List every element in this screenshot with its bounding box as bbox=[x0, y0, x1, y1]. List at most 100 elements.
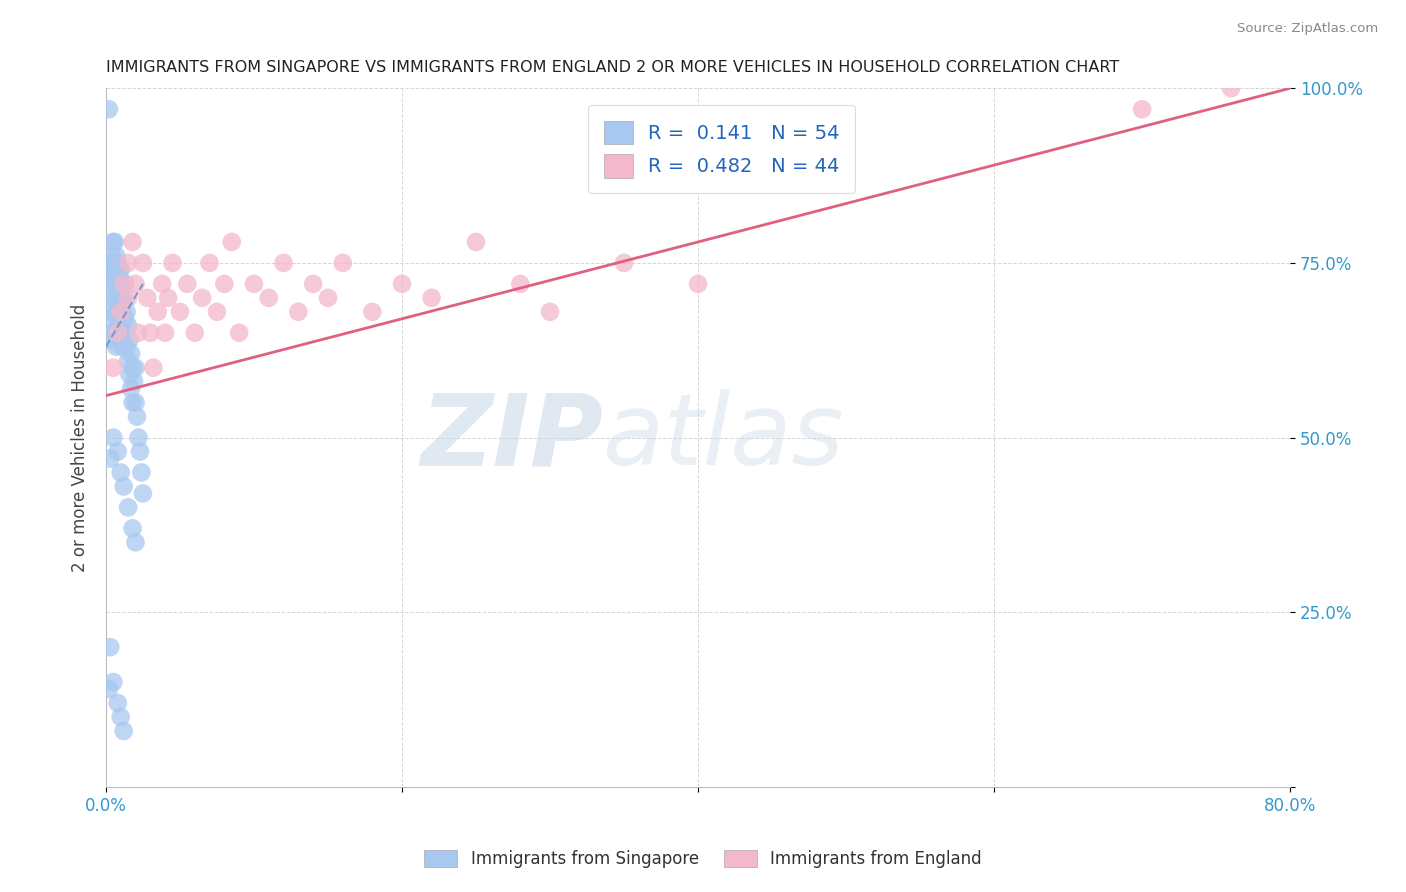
Point bbox=[110, 710, 132, 724]
Point bbox=[214, 277, 236, 291]
Point bbox=[112, 277, 135, 291]
Point bbox=[118, 333, 141, 347]
Point bbox=[205, 305, 228, 319]
Point bbox=[98, 640, 121, 654]
Point bbox=[105, 277, 128, 291]
Point bbox=[142, 360, 165, 375]
Point bbox=[111, 340, 134, 354]
Point bbox=[538, 305, 561, 319]
Point bbox=[112, 723, 135, 738]
Point bbox=[183, 326, 205, 340]
Point bbox=[124, 395, 146, 409]
Point bbox=[686, 277, 709, 291]
Point bbox=[1219, 81, 1241, 95]
Point bbox=[101, 311, 124, 326]
Point bbox=[121, 521, 143, 535]
Point bbox=[104, 235, 127, 249]
Point bbox=[132, 256, 155, 270]
Point bbox=[129, 444, 152, 458]
Point bbox=[1130, 102, 1153, 116]
Point bbox=[120, 347, 142, 361]
Point bbox=[114, 311, 136, 326]
Point bbox=[112, 326, 135, 340]
Point bbox=[221, 235, 243, 249]
Point bbox=[465, 235, 488, 249]
Point bbox=[101, 249, 124, 263]
Point bbox=[97, 256, 120, 270]
Point bbox=[98, 305, 121, 319]
Point bbox=[115, 305, 138, 319]
Point bbox=[110, 305, 132, 319]
Point bbox=[420, 291, 443, 305]
Point bbox=[273, 256, 295, 270]
Point bbox=[117, 256, 139, 270]
Point bbox=[257, 291, 280, 305]
Point bbox=[117, 353, 139, 368]
Point bbox=[107, 284, 129, 298]
Point bbox=[124, 360, 146, 375]
Point bbox=[136, 291, 159, 305]
Point bbox=[127, 431, 149, 445]
Point bbox=[122, 375, 145, 389]
Point bbox=[124, 277, 146, 291]
Point bbox=[110, 263, 132, 277]
Point bbox=[108, 269, 131, 284]
Point bbox=[103, 675, 125, 690]
Point bbox=[107, 444, 129, 458]
Point bbox=[112, 291, 135, 305]
Point bbox=[98, 333, 121, 347]
Point bbox=[118, 368, 141, 382]
Point bbox=[104, 263, 127, 277]
Point bbox=[107, 256, 129, 270]
Text: ZIP: ZIP bbox=[420, 389, 603, 486]
Point bbox=[121, 235, 143, 249]
Point bbox=[316, 291, 339, 305]
Point bbox=[103, 263, 125, 277]
Point bbox=[191, 291, 214, 305]
Point bbox=[287, 305, 309, 319]
Point bbox=[613, 256, 636, 270]
Text: atlas: atlas bbox=[603, 389, 845, 486]
Point bbox=[107, 318, 129, 333]
Point bbox=[139, 326, 162, 340]
Text: IMMIGRANTS FROM SINGAPORE VS IMMIGRANTS FROM ENGLAND 2 OR MORE VEHICLES IN HOUSE: IMMIGRANTS FROM SINGAPORE VS IMMIGRANTS … bbox=[105, 60, 1119, 75]
Point bbox=[117, 318, 139, 333]
Point bbox=[103, 360, 125, 375]
Point bbox=[228, 326, 250, 340]
Point bbox=[132, 486, 155, 500]
Point bbox=[114, 277, 136, 291]
Point bbox=[361, 305, 384, 319]
Point bbox=[103, 326, 125, 340]
Point bbox=[391, 277, 413, 291]
Point bbox=[243, 277, 266, 291]
Point bbox=[107, 326, 129, 340]
Point bbox=[121, 360, 143, 375]
Point bbox=[176, 277, 198, 291]
Point bbox=[107, 696, 129, 710]
Point bbox=[110, 466, 132, 480]
Point bbox=[120, 382, 142, 396]
Point bbox=[124, 535, 146, 549]
Point bbox=[105, 249, 128, 263]
Point bbox=[110, 291, 132, 305]
Point bbox=[162, 256, 184, 270]
Legend: Immigrants from Singapore, Immigrants from England: Immigrants from Singapore, Immigrants fr… bbox=[418, 843, 988, 875]
Point bbox=[117, 500, 139, 515]
Text: Source: ZipAtlas.com: Source: ZipAtlas.com bbox=[1237, 22, 1378, 36]
Point bbox=[302, 277, 325, 291]
Point bbox=[104, 291, 127, 305]
Point bbox=[125, 409, 148, 424]
Point bbox=[131, 466, 153, 480]
Point bbox=[157, 291, 180, 305]
Point bbox=[103, 431, 125, 445]
Point bbox=[98, 269, 121, 284]
Point bbox=[150, 277, 173, 291]
Point bbox=[97, 102, 120, 116]
Point bbox=[127, 326, 149, 340]
Point bbox=[103, 291, 125, 305]
Point bbox=[509, 277, 531, 291]
Point bbox=[101, 277, 124, 291]
Point bbox=[97, 681, 120, 696]
Point bbox=[121, 395, 143, 409]
Point bbox=[111, 277, 134, 291]
